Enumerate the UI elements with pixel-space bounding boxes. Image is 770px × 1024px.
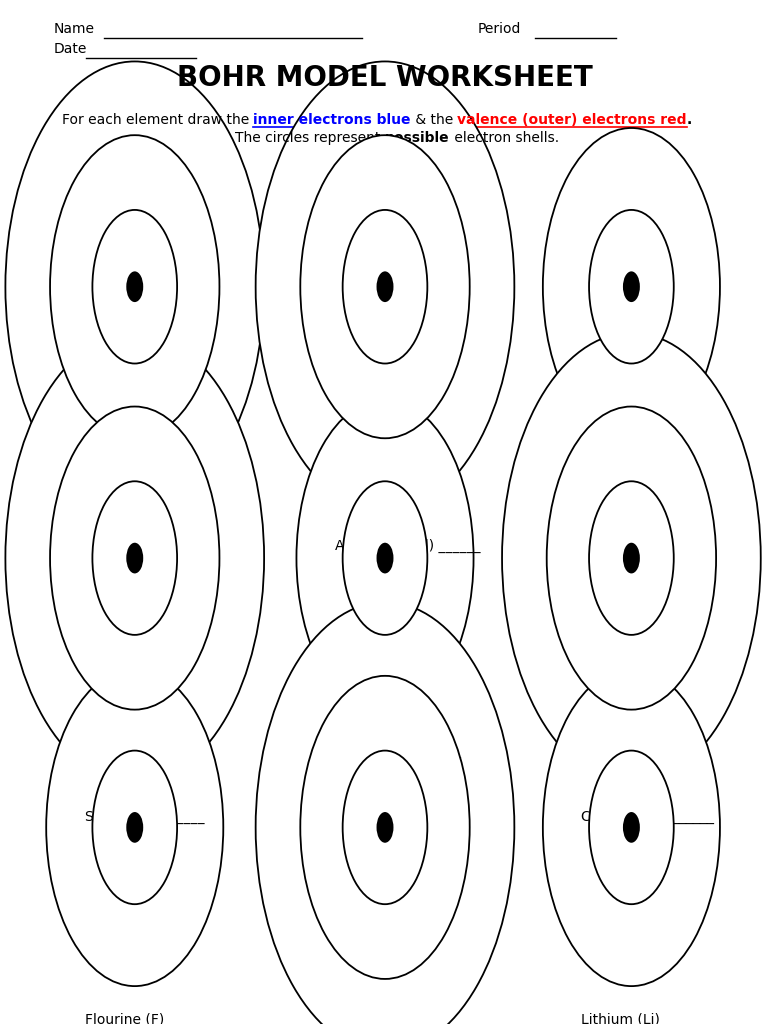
Text: Carbon (C) ______: Carbon (C) ______ <box>581 472 703 486</box>
Text: For each element draw the: For each element draw the <box>62 113 253 127</box>
Text: Flourine (F) ______: Flourine (F) ______ <box>85 1013 210 1024</box>
Ellipse shape <box>623 543 640 573</box>
Ellipse shape <box>589 751 674 904</box>
Ellipse shape <box>343 481 427 635</box>
Ellipse shape <box>623 271 640 302</box>
Ellipse shape <box>377 271 393 302</box>
Ellipse shape <box>296 399 474 717</box>
Ellipse shape <box>589 210 674 364</box>
Text: Period: Period <box>477 22 521 36</box>
Text: .: . <box>687 113 692 127</box>
Text: valence (outer) electrons red: valence (outer) electrons red <box>457 113 687 127</box>
Ellipse shape <box>46 669 223 986</box>
Ellipse shape <box>256 602 514 1024</box>
Ellipse shape <box>126 543 143 573</box>
Text: Lithium (Li) ______: Lithium (Li) ______ <box>581 1013 707 1024</box>
Text: Silicon (Si) ______: Silicon (Si) ______ <box>85 810 204 824</box>
Ellipse shape <box>5 333 264 783</box>
Ellipse shape <box>502 333 761 783</box>
Ellipse shape <box>5 61 264 512</box>
Ellipse shape <box>92 751 177 904</box>
Text: & the: & the <box>410 113 457 127</box>
Text: Chlorine (Cl) ______: Chlorine (Cl) ______ <box>581 810 715 824</box>
Ellipse shape <box>92 481 177 635</box>
Ellipse shape <box>343 210 427 364</box>
Ellipse shape <box>377 543 393 573</box>
Ellipse shape <box>547 407 716 710</box>
Text: Sodium (Na) ______: Sodium (Na) ______ <box>85 539 218 553</box>
Text: Name: Name <box>54 22 95 36</box>
Ellipse shape <box>543 128 720 445</box>
Text: Date: Date <box>54 42 87 56</box>
Text: Oxygen (O) ______: Oxygen (O) ______ <box>335 743 461 758</box>
Text: electron shells.: electron shells. <box>450 131 559 145</box>
Ellipse shape <box>256 61 514 512</box>
Ellipse shape <box>543 669 720 986</box>
Ellipse shape <box>343 751 427 904</box>
Ellipse shape <box>300 676 470 979</box>
Ellipse shape <box>623 812 640 843</box>
Ellipse shape <box>589 481 674 635</box>
Text: possible: possible <box>385 131 450 145</box>
Text: BOHR MODEL WORKSHEET: BOHR MODEL WORKSHEET <box>177 65 593 92</box>
Text: The circles represent: The circles represent <box>236 131 385 145</box>
Ellipse shape <box>377 812 393 843</box>
Text: Aluminum (Al) ______: Aluminum (Al) ______ <box>335 539 480 553</box>
Ellipse shape <box>92 210 177 364</box>
Ellipse shape <box>50 407 219 710</box>
Ellipse shape <box>50 135 219 438</box>
Ellipse shape <box>126 812 143 843</box>
Ellipse shape <box>126 271 143 302</box>
Ellipse shape <box>300 135 470 438</box>
Text: inner electrons blue: inner electrons blue <box>253 113 410 127</box>
